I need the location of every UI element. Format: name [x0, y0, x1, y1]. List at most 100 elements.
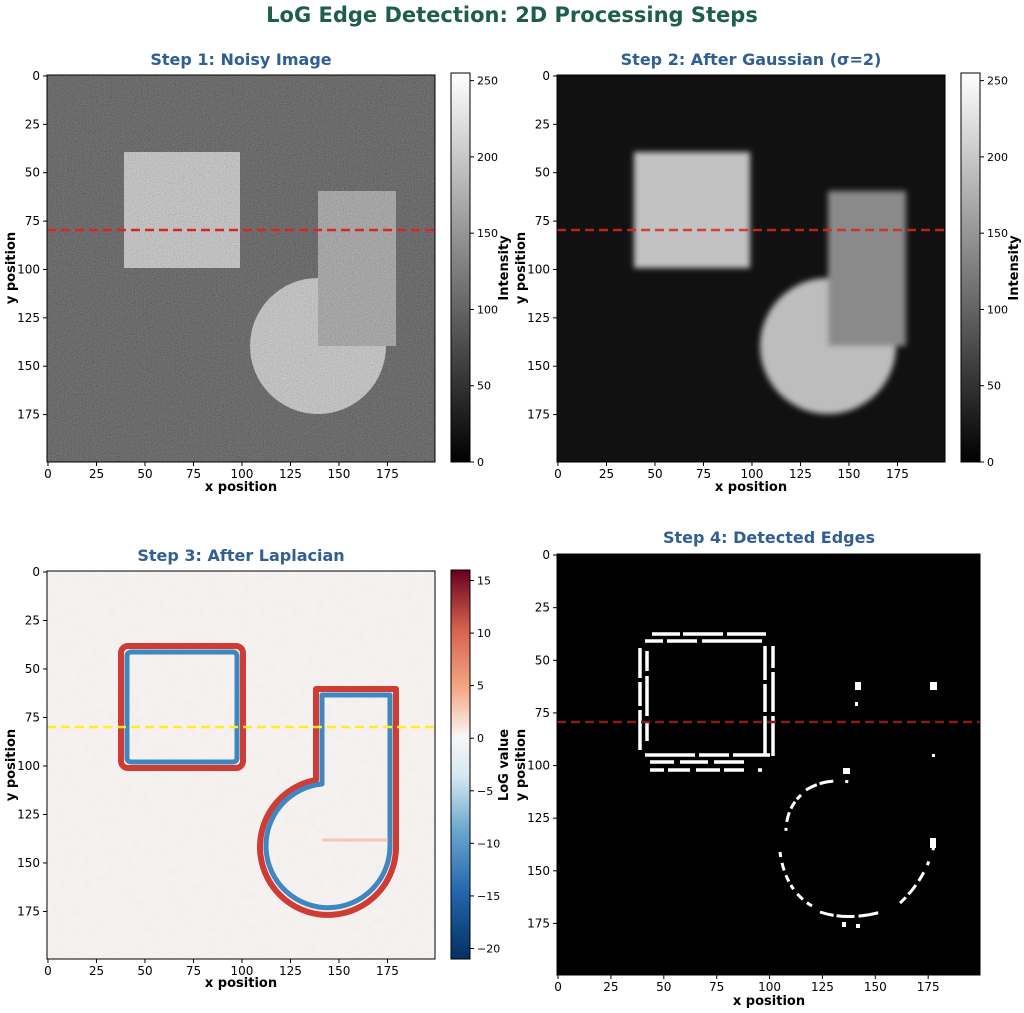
axes-frame [556, 74, 946, 463]
x-tick-label: 50 [137, 964, 152, 978]
y-tick-label: 50 [25, 166, 40, 180]
panel-title: Step 3: After Laplacian [137, 546, 344, 565]
image-background [557, 554, 980, 975]
colorbar-tick-label: 0 [477, 732, 484, 745]
x-tick-label: 0 [554, 980, 562, 994]
union-inner-contour [263, 692, 393, 911]
y-tick-label: 0 [542, 548, 550, 562]
x-axis-ticks: 0 25 50 75 100 125 150 175 [554, 462, 909, 481]
rectangle-shape [828, 191, 906, 346]
circle-edges [778, 779, 936, 919]
x-tick-label: 100 [758, 980, 781, 994]
colorbar: 0 50 100 150 200 250 Intensity [450, 72, 512, 469]
x-tick-label: 75 [709, 980, 724, 994]
x-tick-label: 0 [554, 467, 562, 481]
x-tick-label: 25 [599, 467, 614, 481]
y-tick-label: 175 [527, 408, 550, 422]
x-axis-label: x position [715, 480, 787, 495]
colorbar-tick-label: 50 [987, 380, 1001, 393]
x-tick-label: 75 [186, 467, 201, 481]
y-tick-label: 175 [17, 408, 40, 422]
x-tick-label: 0 [44, 467, 52, 481]
colorbar-tick-label: 50 [477, 380, 491, 393]
y-tick-label: 150 [17, 856, 40, 870]
y-tick-label: 0 [32, 69, 40, 83]
x-tick-label: 50 [137, 467, 152, 481]
colorbar: 0 50 100 150 200 250 Intensity [960, 72, 1022, 469]
y-axis-ticks: 0 25 50 75 100 125 150 175 [17, 69, 47, 422]
colorbar: 15 10 5 0 −5 −10 −15 −20 LoG value [450, 569, 512, 960]
square-inner-contour [124, 649, 240, 765]
y-tick-label: 125 [17, 311, 40, 325]
image-area [557, 554, 980, 975]
x-axis-label: x position [733, 994, 805, 1009]
colorbar-tick-label: 5 [477, 680, 484, 693]
y-axis-label: y position [4, 232, 19, 304]
colorbar-label: Intensity [497, 235, 512, 301]
x-tick-label: 175 [376, 467, 399, 481]
panel-laplacian: Step 3: After Laplacian 0 25 50 75 100 125 150… [4, 546, 512, 991]
colorbar-tick-label: −20 [477, 942, 500, 955]
y-tick-label: 0 [32, 565, 40, 579]
y-axis-label: y position [4, 729, 19, 801]
y-tick-label: 150 [527, 359, 550, 373]
axes-frame [556, 553, 981, 976]
x-tick-label: 50 [656, 980, 671, 994]
x-tick-label: 75 [186, 964, 201, 978]
colorbar-tick-label: 10 [477, 627, 491, 640]
y-tick-label: 50 [25, 662, 40, 676]
colorbar-gradient [960, 72, 981, 463]
colorbar-tick-label: 250 [987, 75, 1008, 88]
panel-title: Step 4: Detected Edges [663, 528, 875, 547]
y-tick-label: 25 [25, 117, 40, 131]
y-tick-label: 75 [25, 710, 40, 724]
y-tick-label: 150 [527, 864, 550, 878]
axes-frame [46, 74, 436, 463]
y-tick-label: 50 [535, 653, 550, 667]
y-tick-label: 75 [535, 214, 550, 228]
y-axis-label: y position [514, 729, 529, 801]
y-axis-ticks: 0 25 50 75 100 125 150 175 [527, 548, 557, 930]
colorbar-tick-label: −5 [477, 785, 493, 798]
y-axis-ticks: 0 25 50 75 100 125 150 175 [17, 565, 47, 918]
x-tick-label: 25 [89, 964, 104, 978]
y-tick-label: 100 [17, 262, 40, 276]
x-tick-label: 25 [603, 980, 618, 994]
colorbar-tick-label: −10 [477, 837, 500, 850]
image-area [47, 571, 435, 959]
colorbar-tick-label: 200 [987, 151, 1008, 164]
colorbar-gradient [450, 72, 471, 463]
colorbar-tick-label: 15 [477, 575, 491, 588]
panel-title: Step 1: Noisy Image [150, 50, 331, 69]
y-axis-ticks: 0 25 50 75 100 125 150 175 [527, 69, 557, 422]
x-tick-label: 175 [376, 964, 399, 978]
x-tick-label: 25 [89, 467, 104, 481]
x-tick-label: 100 [231, 467, 254, 481]
colorbar-tick-label: 200 [477, 151, 498, 164]
y-tick-label: 25 [25, 613, 40, 627]
y-tick-label: 175 [527, 916, 550, 930]
x-tick-label: 150 [328, 467, 351, 481]
x-axis-ticks: 0 25 50 75 100 125 150 175 [554, 975, 940, 994]
x-tick-label: 0 [44, 964, 52, 978]
x-axis-label: x position [205, 480, 277, 495]
y-tick-label: 175 [17, 904, 40, 918]
x-axis-ticks: 0 25 50 75 100 125 150 175 [44, 959, 399, 978]
colorbar-gradient [450, 569, 471, 960]
y-tick-label: 75 [25, 214, 40, 228]
x-tick-label: 50 [647, 467, 662, 481]
y-tick-label: 0 [542, 69, 550, 83]
colorbar-label: LoG value [497, 729, 512, 801]
colorbar-tick-label: 100 [477, 303, 498, 316]
y-tick-label: 75 [535, 706, 550, 720]
x-tick-label: 150 [864, 980, 887, 994]
y-tick-label: 125 [17, 807, 40, 821]
colorbar-tick-label: 0 [477, 456, 484, 469]
y-tick-label: 125 [527, 311, 550, 325]
y-tick-label: 25 [535, 117, 550, 131]
x-tick-label: 125 [279, 467, 302, 481]
axes-frame [46, 570, 436, 960]
x-tick-label: 75 [696, 467, 711, 481]
colorbar-tick-label: −15 [477, 890, 500, 903]
